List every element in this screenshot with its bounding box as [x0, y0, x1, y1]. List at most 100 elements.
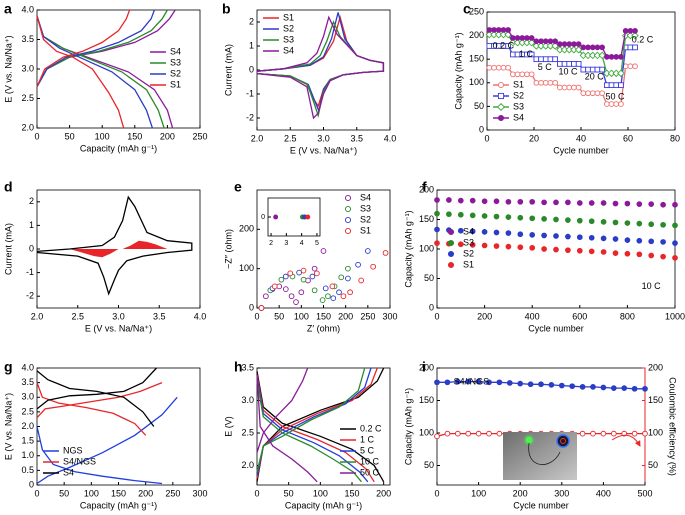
- point: [672, 240, 678, 246]
- y-tick-label: 50: [424, 460, 434, 470]
- point: [594, 44, 601, 51]
- point: [636, 220, 643, 227]
- point: [600, 235, 607, 242]
- point: [600, 430, 607, 437]
- point: [566, 84, 573, 91]
- x-tick-label: 400: [525, 311, 540, 321]
- cell-ring: [560, 438, 566, 444]
- legend-label: 10 C: [360, 456, 380, 466]
- line: [36, 367, 157, 427]
- point: [569, 383, 576, 390]
- point: [486, 64, 493, 71]
- x-tick-label: 4.0: [194, 311, 207, 321]
- point: [612, 236, 619, 242]
- point: [576, 234, 583, 241]
- point: [519, 71, 526, 78]
- point: [278, 276, 285, 283]
- legend-label: S3: [170, 57, 181, 67]
- point: [493, 243, 500, 249]
- point: [529, 198, 536, 205]
- point: [610, 430, 617, 437]
- point: [505, 27, 512, 33]
- legend-label: S4: [283, 45, 294, 55]
- legend-label: 5 C: [360, 445, 375, 455]
- point: [517, 380, 524, 387]
- y-tick-label: 50: [474, 101, 484, 111]
- legend-label: S2: [360, 214, 371, 224]
- axis-arrow: [611, 434, 641, 447]
- x-tick-label: 5: [315, 240, 319, 247]
- point: [603, 53, 610, 60]
- point: [486, 43, 493, 49]
- y-tick-label: 0: [249, 302, 254, 312]
- y-tick-label: 250: [469, 6, 484, 16]
- y-tick-label: 3.0: [241, 395, 254, 405]
- x-tick-label: 0: [434, 488, 439, 498]
- point: [311, 265, 318, 272]
- x-tick-label: 200: [160, 131, 175, 141]
- y-tick-label: 3.5: [241, 362, 254, 372]
- legend-label: S4: [63, 467, 74, 477]
- point: [648, 201, 655, 208]
- x-tick-label: 400: [596, 488, 611, 498]
- point: [495, 27, 502, 33]
- point: [355, 261, 361, 268]
- point: [538, 381, 544, 388]
- point: [465, 430, 472, 437]
- point: [364, 248, 371, 254]
- panel-label: f: [422, 179, 427, 195]
- y2-axis-label: Coulombic efficiency (%): [668, 377, 678, 476]
- point: [273, 214, 279, 220]
- x-tick-label: 250: [360, 311, 375, 321]
- legend-label: S3: [360, 203, 371, 213]
- line: [256, 14, 385, 108]
- y-tick-label: 2.5: [21, 406, 34, 416]
- legend-marker: [497, 114, 505, 122]
- y-tick-label: 3.0: [21, 392, 34, 402]
- y-tick-label: 2: [249, 16, 254, 26]
- annotation: 10 C: [558, 67, 578, 77]
- point: [510, 51, 516, 58]
- point: [533, 79, 540, 86]
- point: [548, 382, 555, 388]
- point: [624, 250, 631, 257]
- point: [481, 242, 488, 249]
- point: [524, 35, 530, 41]
- point: [631, 385, 638, 392]
- point: [624, 200, 631, 207]
- point: [514, 71, 521, 78]
- point: [505, 43, 512, 49]
- x-tick-label: 100: [313, 488, 328, 498]
- legend-label: NGS: [63, 445, 83, 455]
- plot-frame: [256, 367, 391, 486]
- point: [672, 255, 678, 261]
- legend-label: S3: [463, 237, 474, 247]
- point: [505, 64, 512, 71]
- point: [320, 248, 327, 254]
- panel-label: g: [4, 359, 13, 375]
- point: [305, 277, 311, 284]
- annotation: 50 C: [605, 91, 625, 101]
- x-tick-label: 150: [127, 131, 142, 141]
- x-axis-label: Capacity (mAh g⁻¹): [80, 500, 157, 510]
- y-tick-label: 100: [239, 263, 254, 273]
- point: [475, 430, 482, 437]
- legend-marker: [447, 261, 455, 269]
- point: [618, 101, 624, 107]
- x-tick-label: 0: [34, 131, 39, 141]
- point: [475, 378, 482, 385]
- point: [542, 38, 549, 45]
- x-tick-label: 300: [192, 488, 207, 498]
- point: [636, 201, 643, 208]
- x-tick-label: 150: [111, 488, 126, 498]
- point: [434, 379, 440, 386]
- point: [282, 286, 289, 292]
- panel-label: h: [234, 359, 243, 375]
- point: [603, 101, 610, 107]
- point: [565, 199, 571, 206]
- point: [314, 270, 320, 277]
- x-axis-label: Cycle number: [528, 323, 584, 333]
- y2-tick-label: 150: [648, 395, 663, 405]
- point: [338, 274, 345, 281]
- x-axis-label: Cycle number: [513, 500, 569, 510]
